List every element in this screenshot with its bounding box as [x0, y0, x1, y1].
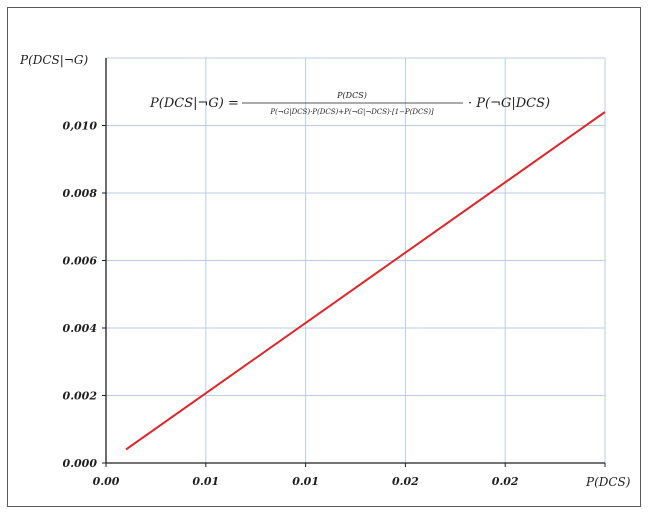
x-tick-label: 0.01 — [192, 475, 219, 488]
series-line — [125, 111, 606, 451]
grid — [106, 57, 606, 463]
y-tick-labels: 0.000 0.002 0.004 0.006 0.008 0,010 — [63, 120, 98, 471]
formula: P(DCS|¬G) = P(DCS) P(¬G|DCS)·P(DCS)+P(¬G… — [149, 91, 550, 116]
formula-rhs: · P(¬G|DCS) — [468, 96, 550, 111]
y-tick-label: 0.004 — [63, 322, 97, 335]
formula-denominator: P(¬G|DCS)·P(DCS)+P(¬G|¬DCS)·[1−P(DCS)] — [269, 108, 434, 116]
chart-frame — [7, 7, 641, 507]
x-tick-label: 0.02 — [392, 475, 419, 488]
y-tick-label: 0.006 — [63, 255, 98, 268]
y-tick-label: 0,010 — [63, 120, 98, 133]
x-tick-label: 0.01 — [292, 475, 319, 488]
series-layer — [125, 111, 606, 451]
x-tick-label: 0.00 — [93, 475, 120, 488]
axes — [102, 58, 606, 467]
x-tick-labels: 0.00 0.01 0.01 0.02 0.02 — [93, 475, 519, 488]
y-tick-label: 0.002 — [63, 390, 98, 403]
formula-lhs: P(DCS|¬G) = — [149, 96, 239, 111]
x-axis-label: P(DCS) — [585, 475, 631, 489]
y-tick-label: 0.000 — [63, 457, 98, 470]
y-axis-label: P(DCS|¬G) — [19, 53, 88, 67]
formula-numerator: P(DCS) — [336, 91, 367, 100]
y-tick-label: 0.008 — [63, 187, 98, 200]
x-tick-label: 0.02 — [492, 475, 519, 488]
